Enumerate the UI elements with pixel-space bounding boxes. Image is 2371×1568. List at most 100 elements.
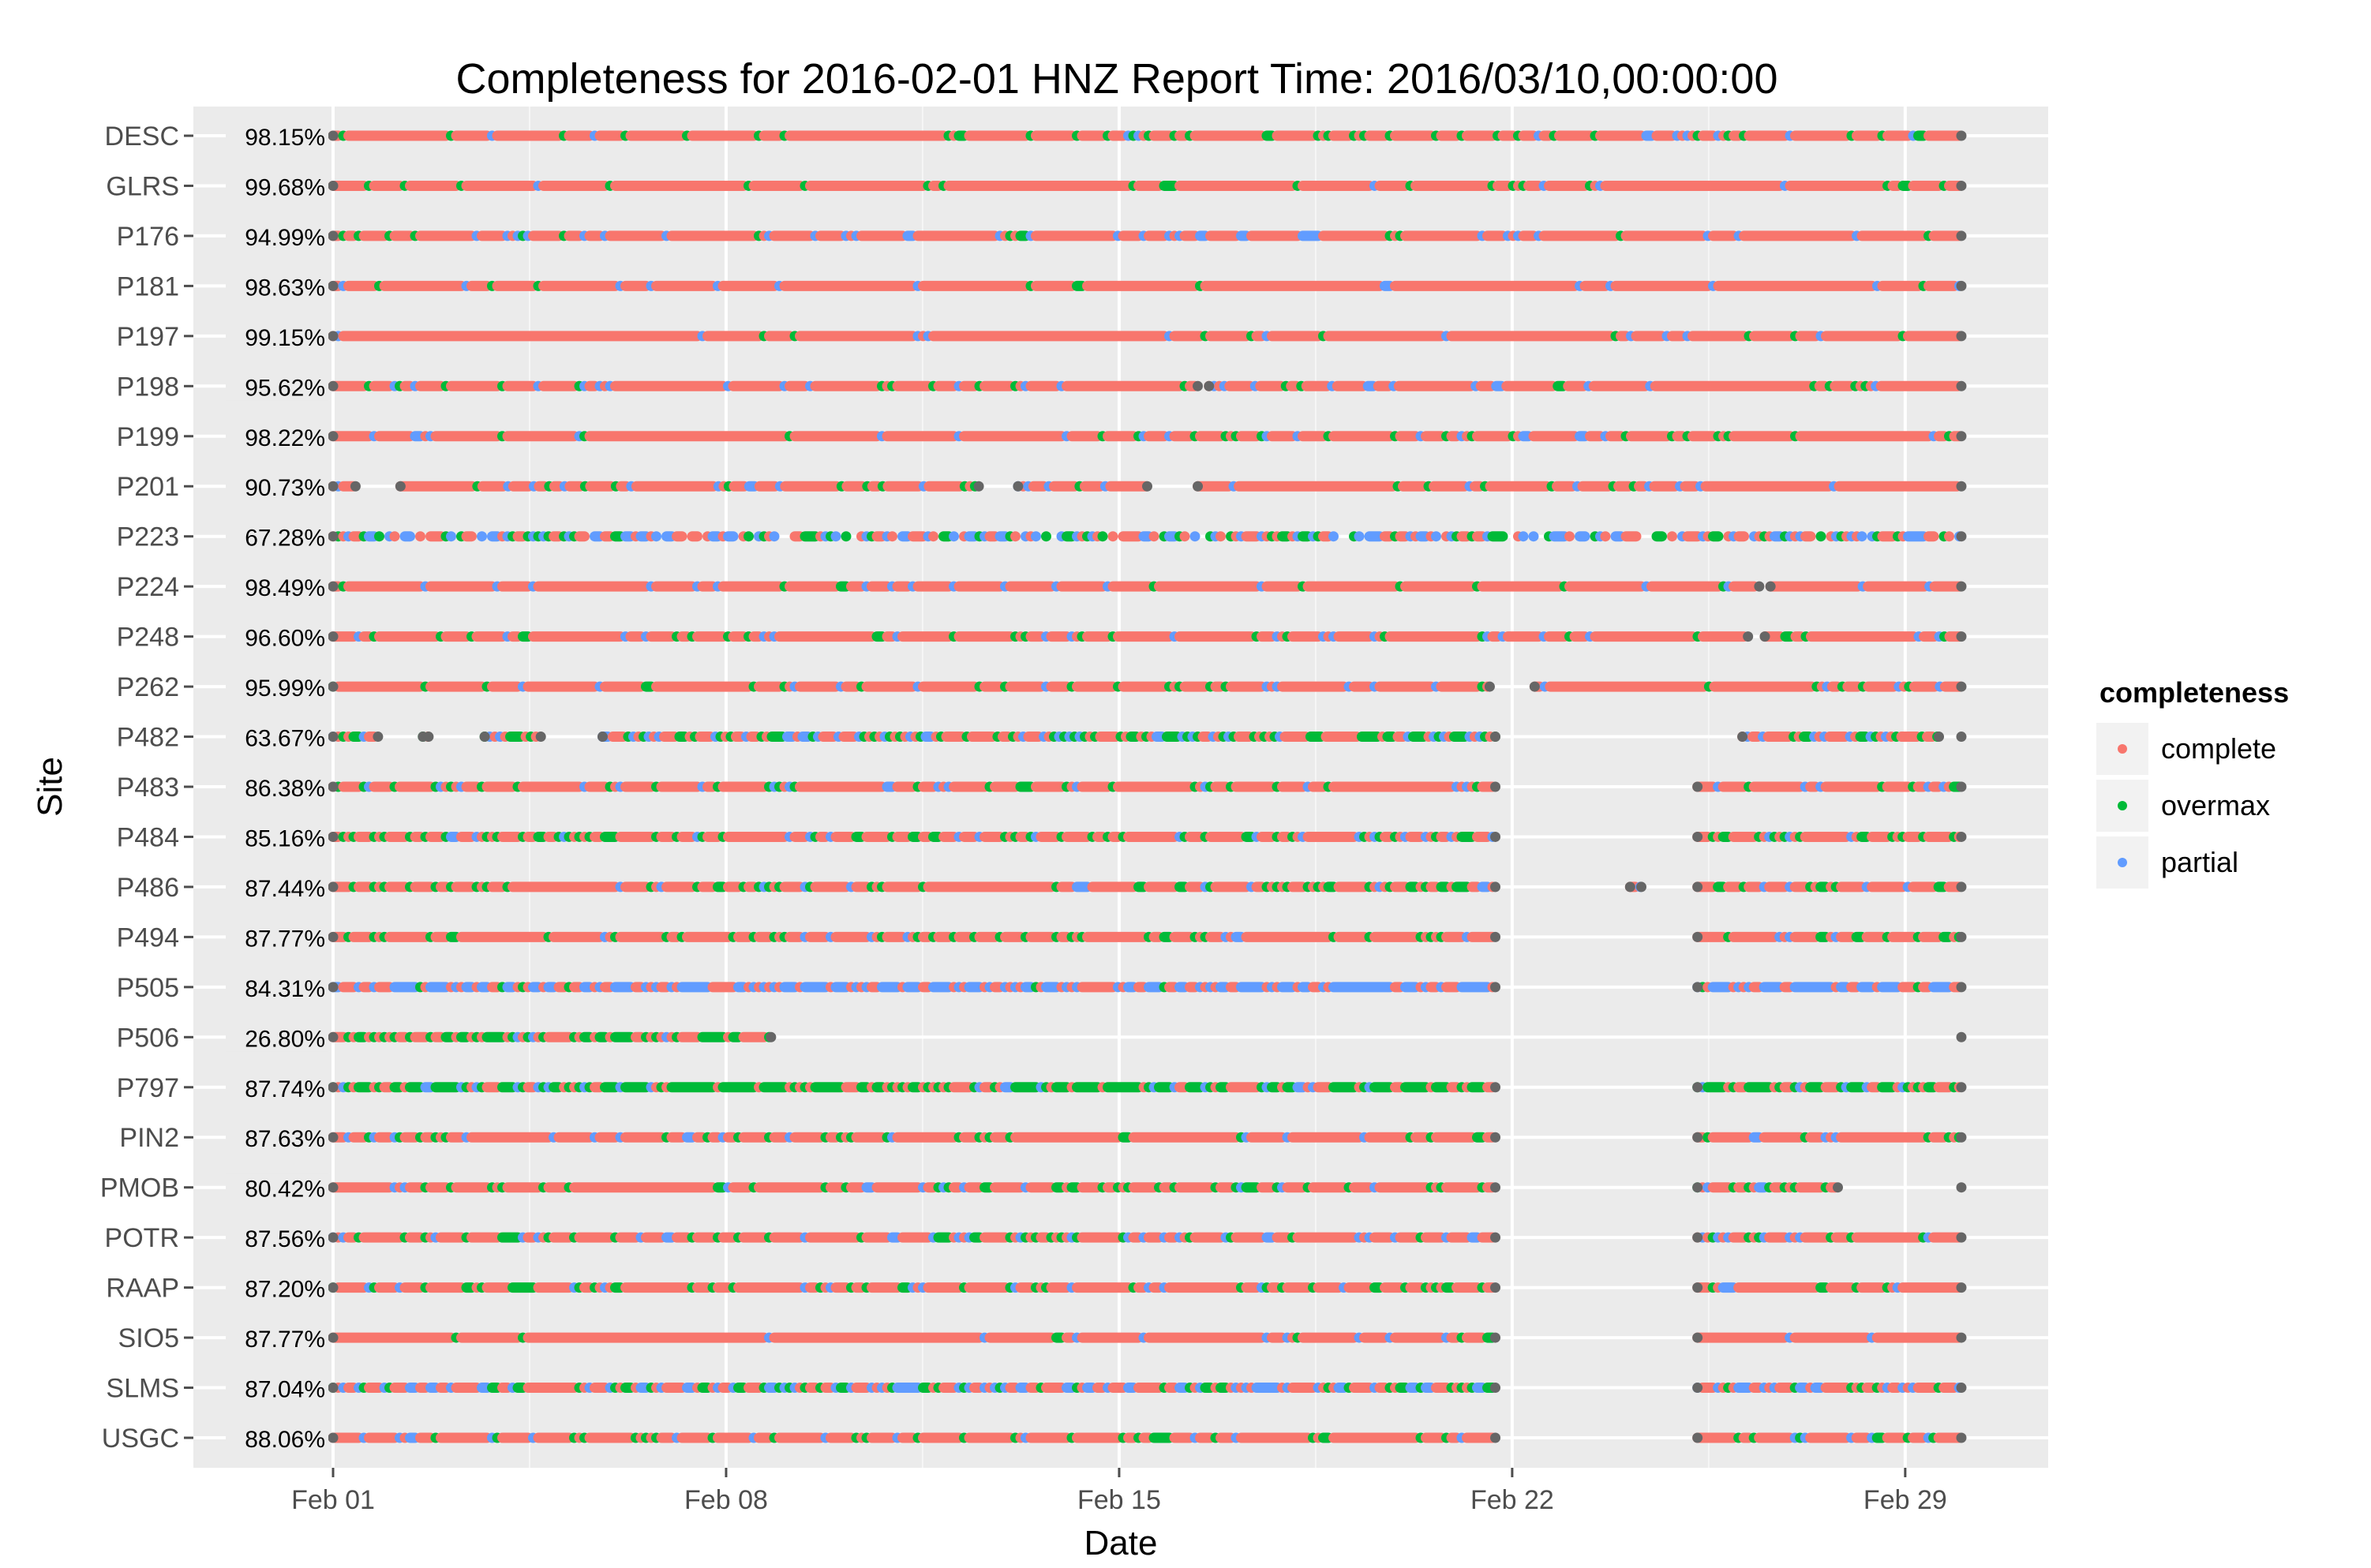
legend-label: overmax xyxy=(2161,789,2270,821)
pct-label-bg xyxy=(226,122,328,150)
x-axis-ticks: Feb 01 Feb 08 Feb 15 Feb 22 Feb 29 xyxy=(291,1468,1947,1515)
y-tick-label: P224 xyxy=(117,572,179,602)
data-point xyxy=(1956,681,1967,692)
pct-label: 90.73% xyxy=(245,475,325,501)
pct-label-bg xyxy=(226,1173,328,1202)
data-point xyxy=(1956,1282,1967,1293)
pct-label-bg xyxy=(226,622,328,651)
pct-label-bg xyxy=(226,922,328,952)
y-tick-label: P484 xyxy=(117,822,179,852)
site-row-p176 xyxy=(328,230,1967,241)
site-row-desc xyxy=(328,130,1967,141)
pct-label-bg xyxy=(226,1373,328,1402)
data-point xyxy=(1956,1232,1967,1243)
data-point xyxy=(1490,982,1501,993)
y-tick-label: P201 xyxy=(117,472,179,502)
pct-label-bg xyxy=(226,1323,328,1353)
data-point xyxy=(328,1182,339,1193)
data-point xyxy=(1956,431,1967,442)
data-point xyxy=(1490,1332,1501,1343)
pct-label: 87.04% xyxy=(245,1377,325,1403)
pct-label-bg xyxy=(226,1424,328,1452)
data-point xyxy=(423,732,434,743)
x-axis-label: Date xyxy=(1084,1524,1158,1562)
data-point xyxy=(1692,1332,1703,1343)
y-tick-label: P482 xyxy=(117,723,179,753)
pct-label-bg xyxy=(226,421,328,451)
data-point xyxy=(1692,831,1703,842)
y-tick-label: PMOB xyxy=(100,1173,179,1203)
pct-label: 85.16% xyxy=(245,825,325,851)
pct-label: 87.44% xyxy=(245,876,325,902)
pct-label: 98.49% xyxy=(245,575,325,601)
data-point xyxy=(328,1282,339,1293)
data-point xyxy=(1692,781,1703,792)
data-point xyxy=(1832,1182,1843,1193)
data-point xyxy=(1490,1132,1501,1143)
y-tick-label: RAAP xyxy=(106,1274,179,1304)
y-tick-label: P494 xyxy=(117,922,179,952)
data-point xyxy=(973,481,984,492)
data-point xyxy=(1193,481,1204,492)
data-point xyxy=(328,431,339,442)
pct-label-bg xyxy=(226,271,328,301)
data-point xyxy=(328,331,339,342)
data-point xyxy=(1956,1132,1967,1143)
data-point xyxy=(1934,732,1945,743)
pct-label-bg xyxy=(226,872,328,901)
data-point xyxy=(1956,1182,1967,1193)
site-row-glrs xyxy=(328,180,1967,191)
data-point xyxy=(1692,1282,1703,1293)
site-row-p248 xyxy=(328,631,1967,642)
data-point xyxy=(328,380,339,391)
data-point xyxy=(1490,1383,1501,1394)
pct-label: 84.31% xyxy=(245,976,325,1002)
data-point xyxy=(1490,1232,1501,1243)
site-row-p262 xyxy=(328,681,1967,692)
data-point xyxy=(328,1082,339,1093)
pct-label-bg xyxy=(226,722,328,751)
legend-label: complete xyxy=(2161,732,2276,765)
site-row-slms xyxy=(328,1383,1967,1394)
data-point xyxy=(1956,1082,1967,1093)
data-point xyxy=(535,732,546,743)
data-point xyxy=(328,1031,339,1042)
chart-title: Completeness for 2016-02-01 HNZ Report T… xyxy=(456,55,1778,103)
data-point xyxy=(1692,1182,1703,1193)
pct-label-bg xyxy=(226,522,328,551)
pct-label-bg xyxy=(226,1273,328,1302)
data-points xyxy=(328,130,1967,1443)
y-axis-ticks: USGC SLMS SIO5 RAAP POTR PMOB PIN2 P797 P506 P505… xyxy=(100,122,193,1454)
legend-swatch xyxy=(2118,744,2127,754)
y-tick-label: P223 xyxy=(117,522,179,552)
legend: completeness complete overmax partial xyxy=(2095,676,2289,890)
data-point xyxy=(1956,1383,1967,1394)
site-row-raap xyxy=(328,1282,1967,1293)
data-point xyxy=(1490,1082,1501,1093)
data-point xyxy=(1759,631,1770,642)
y-tick-label: P262 xyxy=(117,672,179,702)
data-point xyxy=(1956,1432,1967,1443)
data-point xyxy=(328,732,339,743)
data-point xyxy=(1692,1383,1703,1394)
data-point xyxy=(373,732,384,743)
site-row-p181 xyxy=(328,280,1967,291)
site-row-p482 xyxy=(328,732,1967,743)
pct-label: 87.74% xyxy=(245,1076,325,1102)
legend-swatch xyxy=(2118,801,2127,810)
data-point xyxy=(1956,331,1967,342)
data-point xyxy=(1956,130,1967,141)
y-tick-label: P506 xyxy=(117,1023,179,1053)
data-point xyxy=(328,130,339,141)
data-point xyxy=(1956,280,1967,291)
x-tick-label: Feb 22 xyxy=(1470,1485,1554,1515)
data-point xyxy=(1956,931,1967,942)
data-point xyxy=(1624,881,1635,893)
pct-label: 26.80% xyxy=(245,1026,325,1052)
x-tick-label: Feb 29 xyxy=(1863,1485,1947,1515)
pct-label-bg xyxy=(226,773,328,801)
data-point xyxy=(1692,1082,1703,1093)
y-tick-label: SLMS xyxy=(106,1374,179,1404)
pct-label: 87.56% xyxy=(245,1226,325,1252)
